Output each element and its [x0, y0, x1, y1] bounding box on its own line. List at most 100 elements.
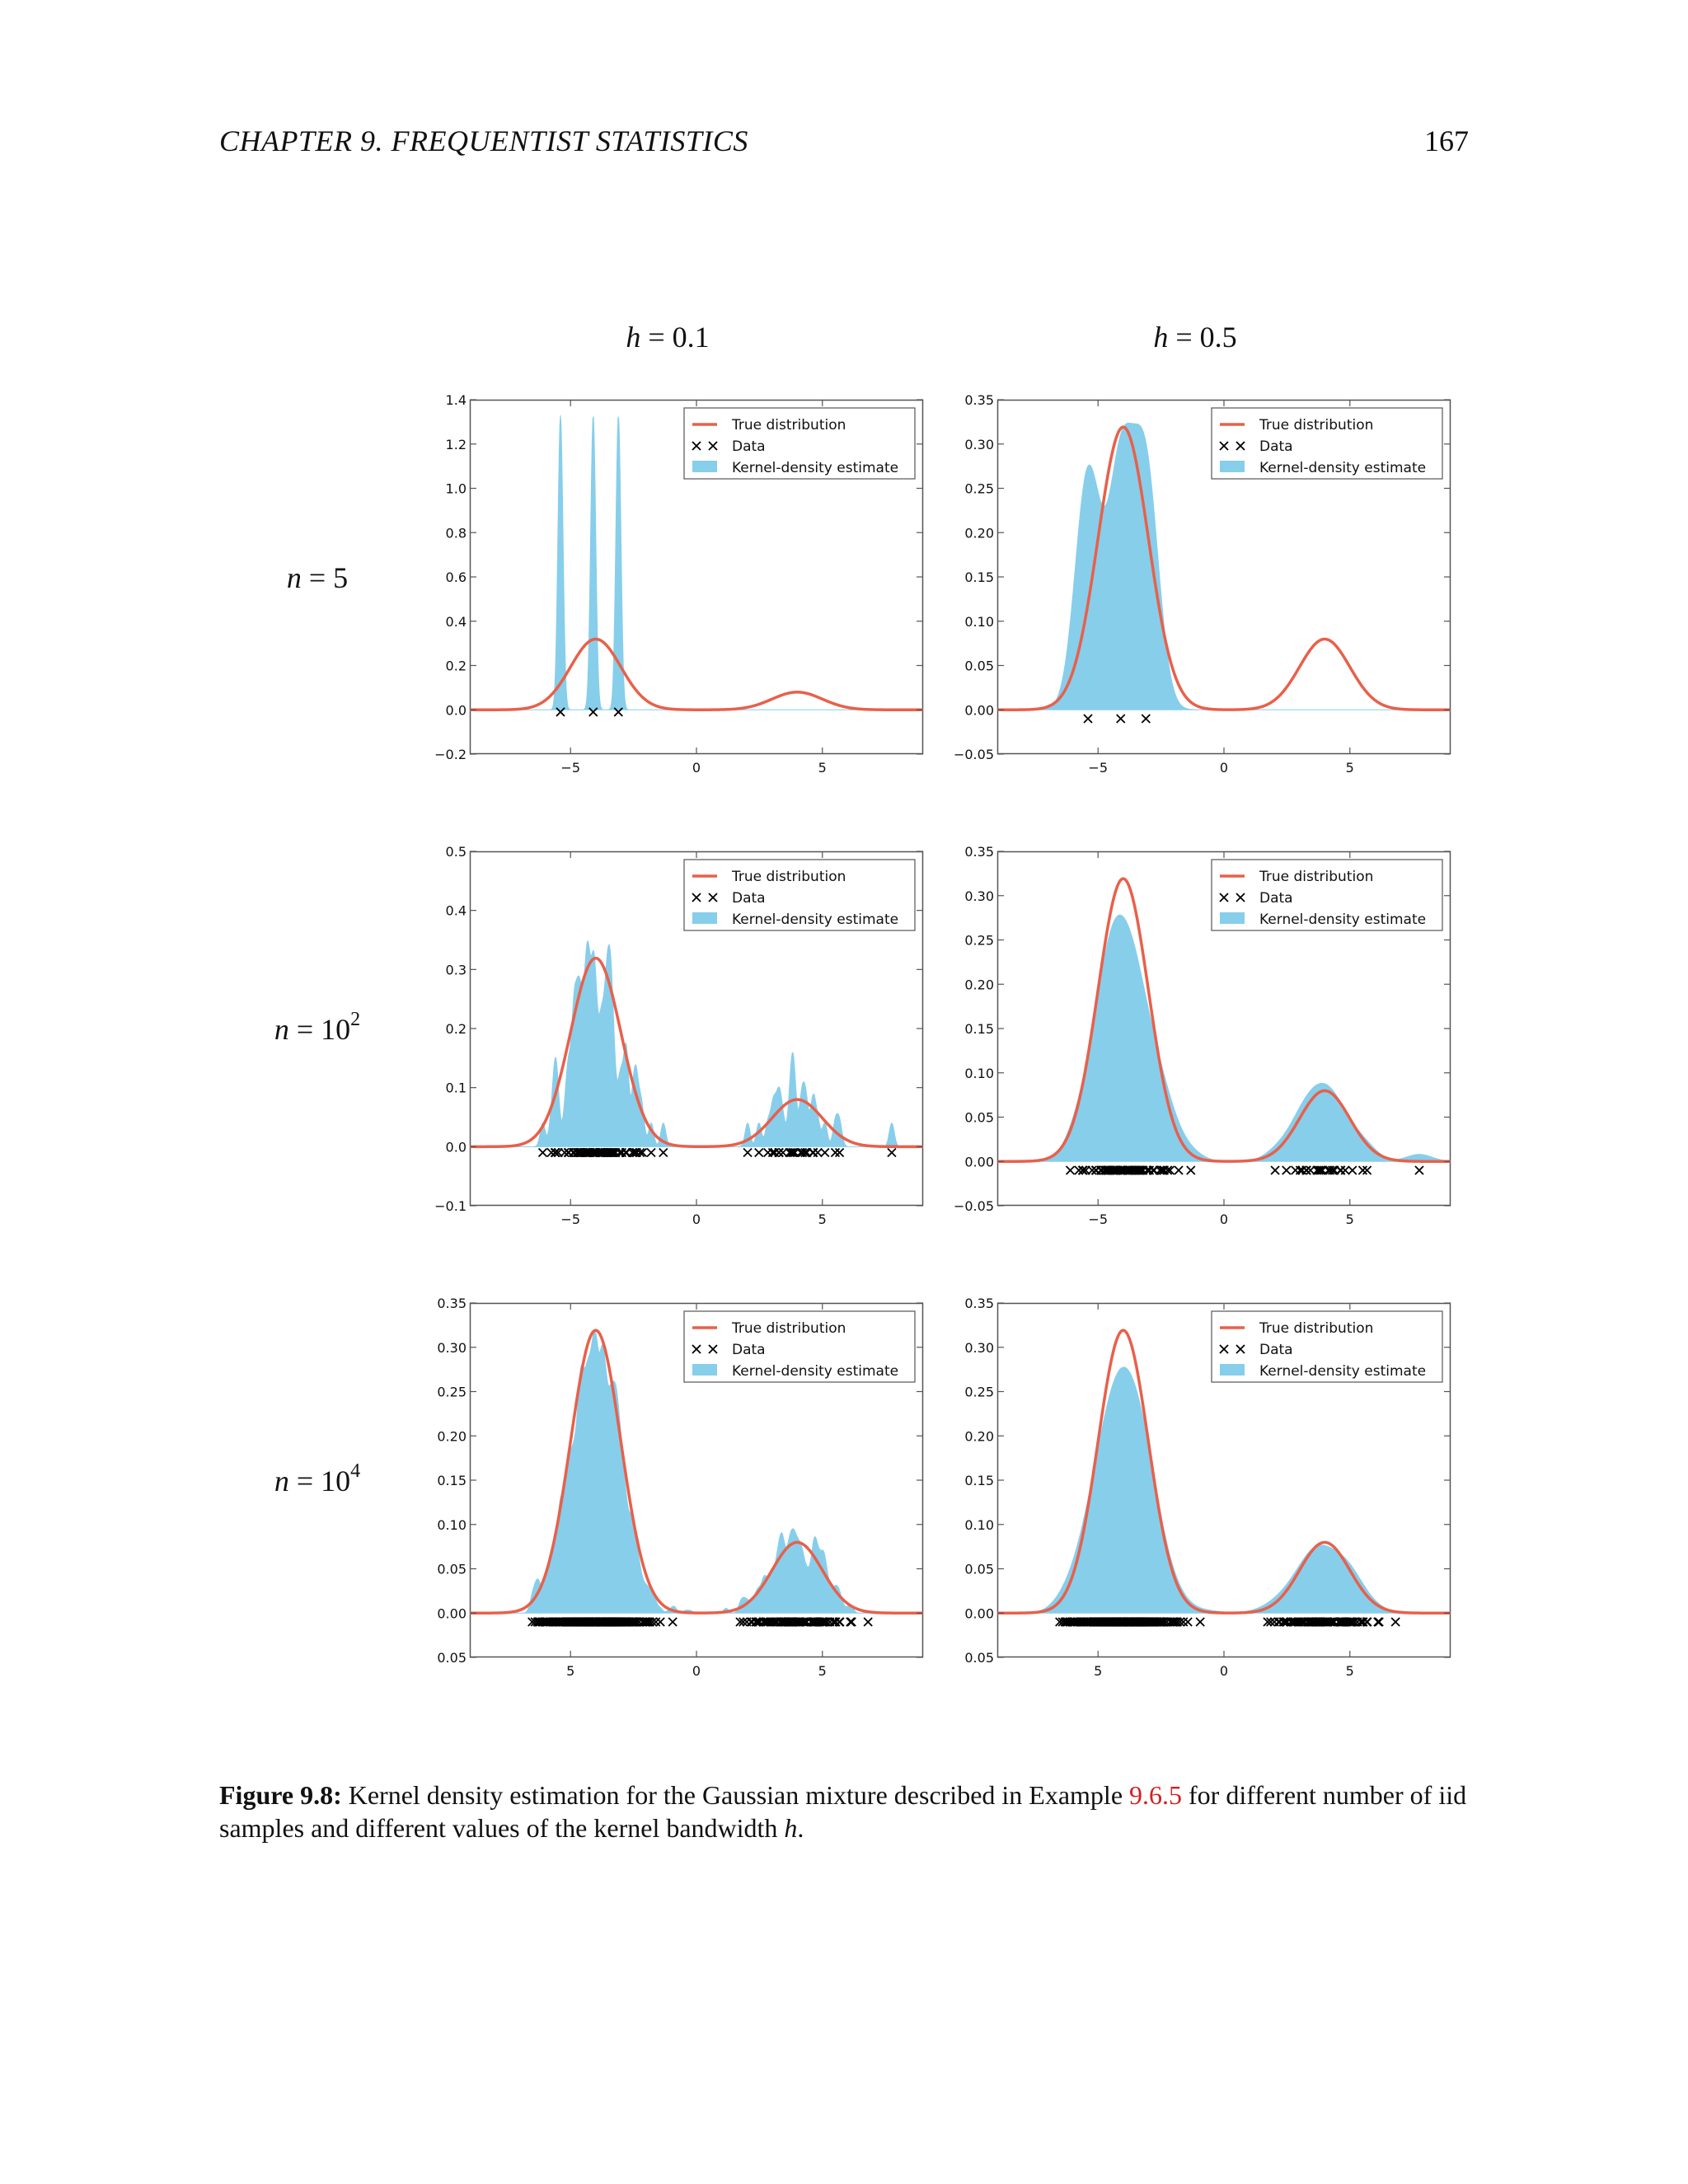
- legend-data-swatch: [1219, 441, 1229, 451]
- legend-data-swatch: [1236, 441, 1245, 451]
- data-point-marker: [778, 1147, 788, 1158]
- y-tick-label: 0.4: [446, 614, 467, 630]
- data-point-marker: [621, 1147, 631, 1158]
- data-point-marker: [790, 1147, 800, 1158]
- data-point-marker: [1108, 1617, 1118, 1627]
- legend: True distribution Data Kernel-density esti…: [683, 859, 916, 931]
- legend-data-label: Data: [732, 1342, 766, 1358]
- y-tick-label: 0.2: [446, 658, 467, 674]
- data-point-marker: [1087, 1165, 1097, 1175]
- y-tick-label: 0.15: [964, 1473, 994, 1488]
- data-point-marker: [834, 1147, 845, 1158]
- data-point-marker: [1263, 1617, 1273, 1627]
- data-point-marker: [1323, 1617, 1333, 1627]
- data-point-marker: [1270, 1165, 1280, 1175]
- data-point-marker: [1127, 1617, 1137, 1627]
- y-tick-label: 0.05: [437, 1650, 467, 1666]
- data-point-marker: [1115, 1165, 1125, 1175]
- data-markers: [1065, 1165, 1424, 1175]
- data-point-marker: [616, 1617, 626, 1627]
- data-point-marker: [1289, 1617, 1299, 1627]
- data-point-marker: [1143, 1617, 1154, 1627]
- data-point-marker: [754, 1147, 764, 1158]
- data-point-marker: [613, 707, 623, 717]
- data-point-marker: [1362, 1617, 1372, 1627]
- data-point-marker: [1135, 1165, 1145, 1175]
- data-point-marker: [580, 1617, 590, 1627]
- data-point-marker: [1145, 1617, 1155, 1627]
- legend-kde-label: Kernel-density estimate: [732, 912, 898, 928]
- y-tick-label: 0.10: [964, 1066, 994, 1081]
- data-point-marker: [1327, 1165, 1338, 1175]
- data-point-marker: [1090, 1165, 1101, 1175]
- y-tick-label: 0.30: [964, 888, 994, 904]
- data-point-marker: [1303, 1617, 1313, 1627]
- legend-box: [683, 407, 916, 480]
- data-point-marker: [562, 1617, 572, 1627]
- data-point-marker: [645, 1617, 655, 1627]
- legend-kde-swatch: [692, 1364, 717, 1376]
- data-point-marker: [1062, 1617, 1073, 1627]
- y-tick-label: 0.4: [446, 903, 467, 919]
- data-point-marker: [785, 1617, 795, 1627]
- y-tick-label: 0.6: [446, 569, 467, 585]
- data-point-marker: [563, 1147, 574, 1158]
- y-tick-label: 0.00: [437, 1605, 467, 1621]
- y-tick-label: 0.25: [964, 933, 994, 949]
- data-point-marker: [598, 1147, 608, 1158]
- column-title-h05: h = 0.5: [1153, 321, 1237, 354]
- y-tick-label: 0.0: [446, 1139, 467, 1155]
- data-point-marker: [532, 1617, 542, 1627]
- x-tick-label: 0: [692, 760, 701, 776]
- data-point-marker: [1282, 1165, 1292, 1175]
- true-distribution-line: [997, 425, 1451, 711]
- data-point-marker: [1266, 1617, 1276, 1627]
- legend-kde-label: Kernel-density estimate: [732, 460, 898, 476]
- legend-box: [683, 859, 916, 931]
- data-markers: [537, 1147, 897, 1158]
- x-tick-label: 5: [1346, 1212, 1354, 1227]
- legend: True distribution Data Kernel-density esti…: [1211, 859, 1443, 931]
- kde-plot-n5-h05: −0.05 0.00 0.05 0.10 0.15 0.20 0.25 0.30 0.35 −5 0…: [954, 392, 1451, 776]
- true-distribution-line: [997, 1329, 1451, 1615]
- data-point-marker: [659, 1147, 668, 1158]
- data-point-marker: [1345, 1617, 1356, 1627]
- legend-data-label: Data: [1259, 438, 1293, 455]
- true-distribution-line: [470, 956, 923, 1149]
- legend-data-label: Data: [1259, 1342, 1293, 1358]
- example-ref-link[interactable]: 9.6.5: [1129, 1780, 1183, 1810]
- x-tick-label: 0: [692, 1663, 701, 1679]
- data-point-marker: [1325, 1617, 1335, 1627]
- legend: True distribution Data Kernel-density esti…: [1211, 407, 1443, 480]
- data-point-marker: [1148, 1617, 1158, 1627]
- data-point-marker: [1340, 1165, 1350, 1175]
- data-point-marker: [1315, 1165, 1326, 1175]
- data-point-marker: [551, 1147, 560, 1158]
- data-point-marker: [1314, 1165, 1324, 1175]
- legend-kde-swatch: [1220, 1364, 1245, 1376]
- data-point-marker: [1329, 1165, 1339, 1175]
- legend-data-swatch: [1236, 1344, 1245, 1354]
- data-point-marker: [1128, 1165, 1137, 1175]
- data-point-marker: [762, 1617, 771, 1627]
- y-tick-label: 0.25: [437, 1385, 467, 1400]
- data-point-marker: [1195, 1617, 1205, 1627]
- data-point-marker: [1062, 1617, 1071, 1627]
- x-tick-label: −5: [560, 1212, 580, 1227]
- y-tick-label: 0.05: [437, 1562, 467, 1577]
- y-tick-label: 0.30: [964, 1340, 994, 1356]
- data-point-marker: [846, 1617, 856, 1627]
- legend-box: [1211, 407, 1443, 480]
- data-point-marker: [820, 1147, 830, 1158]
- data-point-marker: [1152, 1617, 1162, 1627]
- data-point-marker: [1315, 1617, 1325, 1627]
- y-tick-label: 0.05: [964, 658, 994, 674]
- chapter-title: CHAPTER 9. FREQUENTIST STATISTICS: [219, 124, 748, 157]
- data-point-marker: [1311, 1617, 1320, 1627]
- data-point-marker: [1348, 1165, 1357, 1175]
- legend-kde-label: Kernel-density estimate: [732, 1363, 898, 1380]
- data-point-marker: [1282, 1617, 1292, 1627]
- x-tick-label: 5: [1094, 1663, 1102, 1679]
- data-point-marker: [607, 1147, 617, 1158]
- y-tick-label: 0.10: [964, 1517, 994, 1533]
